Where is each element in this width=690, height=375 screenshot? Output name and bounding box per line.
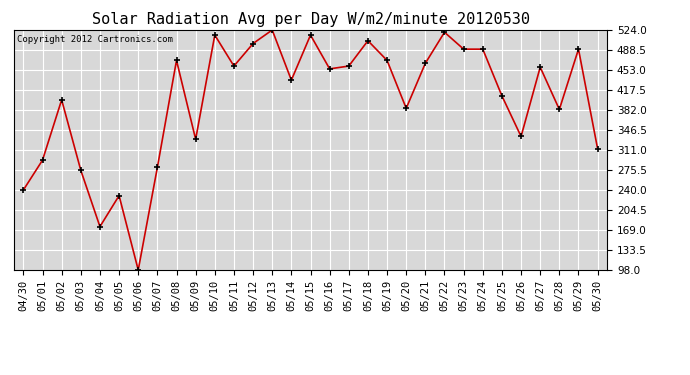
Title: Solar Radiation Avg per Day W/m2/minute 20120530: Solar Radiation Avg per Day W/m2/minute … — [92, 12, 529, 27]
Text: Copyright 2012 Cartronics.com: Copyright 2012 Cartronics.com — [17, 35, 172, 44]
